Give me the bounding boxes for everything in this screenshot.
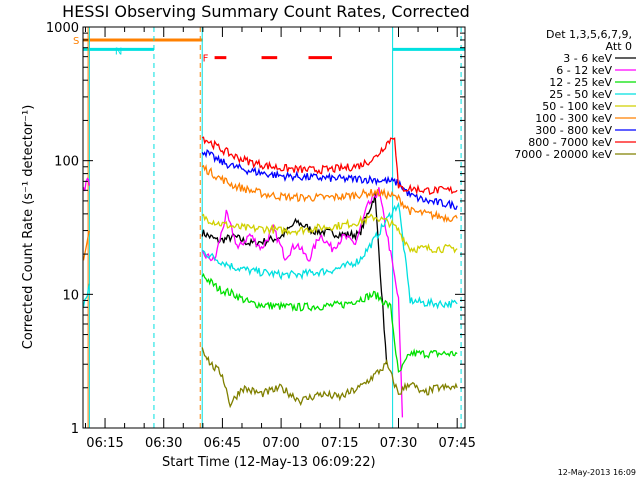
x-tick-label: 07:30 <box>380 436 417 451</box>
legend-entry-label: 25 - 50 keV <box>549 88 612 101</box>
legend-entry-label: 3 - 6 keV <box>563 52 612 65</box>
y-tick-label: 100 <box>54 155 79 170</box>
state-bars <box>83 38 465 60</box>
legend-entry-label: 100 - 300 keV <box>535 112 612 125</box>
y-tick-label: 1 <box>71 422 79 437</box>
x-tick-label: 07:45 <box>438 436 475 451</box>
x-tick-label: 07:00 <box>262 436 299 451</box>
series-line-8-0 <box>201 347 458 409</box>
series-line-4-0 <box>201 213 458 254</box>
series-line-5-0 <box>83 230 91 261</box>
series-line-2-0 <box>201 272 458 373</box>
series-line-5-1 <box>201 163 458 223</box>
legend-header-1: Det 1,3,5,6,7,9, <box>546 28 632 41</box>
state-label-s: S <box>73 36 79 47</box>
legend-entry-label: 7000 - 20000 keV <box>514 148 612 161</box>
x-tick-label: 06:45 <box>204 436 241 451</box>
state-labels: S N F <box>73 36 209 65</box>
chart-title: HESSI Observing Summary Count Rates, Cor… <box>62 2 470 21</box>
x-tick-label: 07:15 <box>321 436 358 451</box>
x-tick-label: 06:30 <box>145 436 182 451</box>
legend-entry-label: 50 - 100 keV <box>542 100 612 113</box>
plot-frame <box>82 26 466 429</box>
attenuator-lines <box>87 27 462 428</box>
legend-entry-label: 6 - 12 keV <box>556 64 612 77</box>
state-label-f: F <box>203 54 209 65</box>
legend-entry-label: 300 - 800 keV <box>535 124 612 137</box>
x-axis: 06:15 06:30 06:45 07:00 07:15 07:30 07:45 <box>84 27 476 451</box>
series-line-6-0 <box>201 148 458 210</box>
legend-entry-label: 800 - 7000 keV <box>528 136 612 149</box>
y-tick-label: 1000 <box>46 21 79 36</box>
y-axis: 1 10 100 1000 <box>46 21 465 437</box>
x-axis-label: Start Time (12-May-13 06:09:22) <box>162 455 376 470</box>
state-label-n: N <box>115 46 122 57</box>
series-line-0-0 <box>201 193 388 365</box>
y-axis-label: Corrected Count Rate (s⁻¹ detector⁻¹) <box>21 105 36 350</box>
legend-header-2: Att 0 <box>606 40 632 53</box>
series-lines <box>83 136 458 418</box>
footer-timestamp: 12-May-2013 16:09 <box>558 468 636 477</box>
plot-area <box>83 27 465 428</box>
series-line-1-1 <box>201 187 404 418</box>
series-line-7-0 <box>201 136 458 196</box>
y-tick-label: 10 <box>62 288 79 303</box>
x-tick-label: 06:15 <box>86 436 123 451</box>
legend-entry-label: 12 - 25 keV <box>549 76 612 89</box>
series-line-3-1 <box>202 201 458 310</box>
